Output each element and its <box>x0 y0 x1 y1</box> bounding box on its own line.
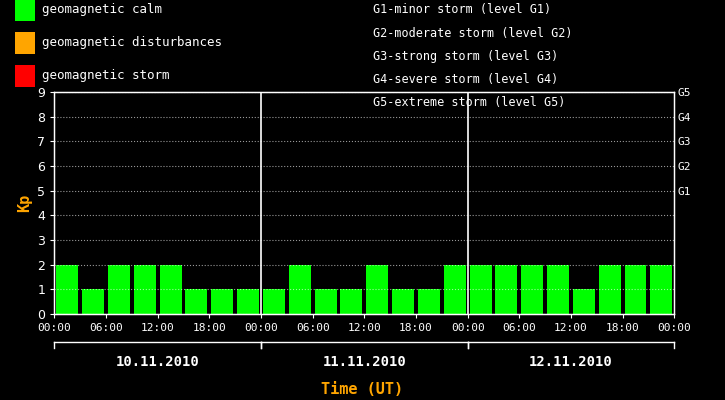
Bar <box>547 265 569 314</box>
Text: 12.11.2010: 12.11.2010 <box>529 355 613 369</box>
Bar <box>650 265 672 314</box>
Bar <box>160 265 181 314</box>
Text: Time (UT): Time (UT) <box>321 382 404 398</box>
Bar <box>315 289 336 314</box>
Text: G1-minor storm (level G1): G1-minor storm (level G1) <box>373 4 552 16</box>
Text: G4-severe storm (level G4): G4-severe storm (level G4) <box>373 73 559 86</box>
Bar <box>418 289 440 314</box>
Y-axis label: Kp: Kp <box>17 194 32 212</box>
Bar <box>57 265 78 314</box>
Bar <box>341 289 362 314</box>
Bar <box>624 265 647 314</box>
Text: 10.11.2010: 10.11.2010 <box>116 355 199 369</box>
Bar <box>470 265 492 314</box>
Text: G3-strong storm (level G3): G3-strong storm (level G3) <box>373 50 559 63</box>
Text: geomagnetic storm: geomagnetic storm <box>42 69 170 82</box>
Bar <box>263 289 285 314</box>
Bar <box>392 289 414 314</box>
Bar <box>237 289 259 314</box>
Bar <box>108 265 130 314</box>
Text: G2-moderate storm (level G2): G2-moderate storm (level G2) <box>373 27 573 40</box>
Text: G5-extreme storm (level G5): G5-extreme storm (level G5) <box>373 96 566 109</box>
Bar <box>211 289 233 314</box>
Bar <box>573 289 594 314</box>
Bar <box>82 289 104 314</box>
Text: geomagnetic calm: geomagnetic calm <box>42 4 162 16</box>
Bar <box>444 265 465 314</box>
Text: geomagnetic disturbances: geomagnetic disturbances <box>42 36 222 49</box>
Bar <box>134 265 156 314</box>
Bar <box>186 289 207 314</box>
Bar <box>495 265 518 314</box>
Bar <box>521 265 543 314</box>
Bar <box>599 265 621 314</box>
Text: 11.11.2010: 11.11.2010 <box>323 355 406 369</box>
Bar <box>366 265 388 314</box>
Bar <box>289 265 311 314</box>
